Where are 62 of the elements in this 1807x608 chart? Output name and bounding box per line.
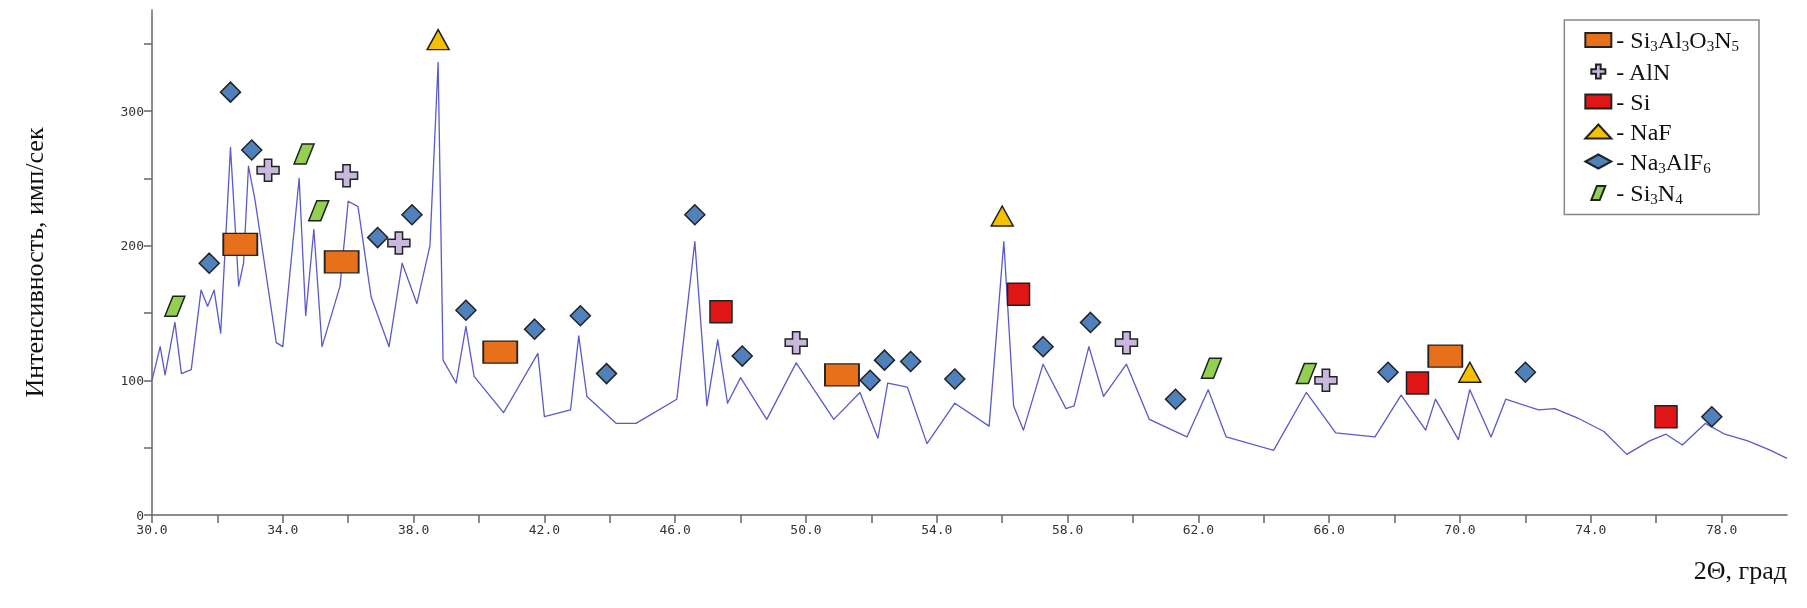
point (873, 349, 896, 371)
point (709, 299, 733, 324)
point (334, 163, 359, 188)
point (293, 143, 315, 165)
point (1377, 361, 1399, 383)
x-tick-label: 54.0 (921, 522, 953, 537)
point (944, 368, 966, 390)
y-axis-title: Интенсивность, имп/сек (19, 127, 49, 398)
point (731, 345, 753, 367)
point (256, 158, 280, 182)
x-tick-label: 42.0 (528, 522, 561, 537)
y-tick-label: 100 (120, 372, 144, 388)
point (1295, 362, 1318, 385)
x-tick-label: 46.0 (659, 522, 691, 537)
point (990, 205, 1014, 227)
point (784, 330, 808, 355)
point (1164, 388, 1187, 410)
point (1654, 404, 1678, 429)
point (859, 369, 881, 392)
point (595, 362, 618, 385)
point (1114, 330, 1139, 355)
point (1200, 357, 1223, 379)
x-tick-label: 34.0 (267, 522, 299, 537)
point (684, 203, 706, 226)
y-tick-label: 300 (120, 103, 144, 119)
point (1458, 361, 1482, 383)
x-tick-label: 66.0 (1313, 522, 1345, 537)
point (569, 304, 592, 327)
x-tick-label: 78.0 (1705, 522, 1738, 537)
legend-label: - AlN (1616, 58, 1671, 85)
x-axis-title: 2Θ, град (1693, 555, 1787, 585)
x-tick-label: 70.0 (1444, 522, 1476, 537)
point (240, 139, 263, 161)
point (426, 28, 450, 51)
point (308, 199, 330, 222)
point (1006, 282, 1031, 306)
point (1701, 405, 1723, 428)
point (455, 299, 477, 322)
point (1405, 371, 1430, 395)
point (198, 252, 220, 274)
x-tick-label: 62.0 (1182, 522, 1215, 537)
point (1314, 368, 1338, 393)
y-tick-label: 200 (120, 238, 144, 254)
legend-label: - Si (1616, 88, 1651, 115)
line-series (151, 61, 1788, 460)
x-tick-label: 30.0 (136, 522, 168, 537)
point (1079, 311, 1102, 334)
point (164, 295, 186, 318)
y-tick-label: 0 (136, 507, 144, 523)
x-tick-label: 38.0 (397, 522, 430, 537)
legend-label: - NaF (1616, 118, 1672, 145)
point (401, 203, 423, 226)
point (219, 81, 242, 103)
point (1032, 335, 1054, 358)
point (387, 231, 411, 255)
x-tick-label: 74.0 (1575, 522, 1607, 537)
point (1514, 361, 1537, 383)
point (899, 350, 922, 373)
point (523, 318, 546, 340)
x-tick-label: 58.0 (1051, 522, 1084, 537)
point (366, 226, 389, 249)
x-tick-label: 50.0 (790, 522, 822, 537)
